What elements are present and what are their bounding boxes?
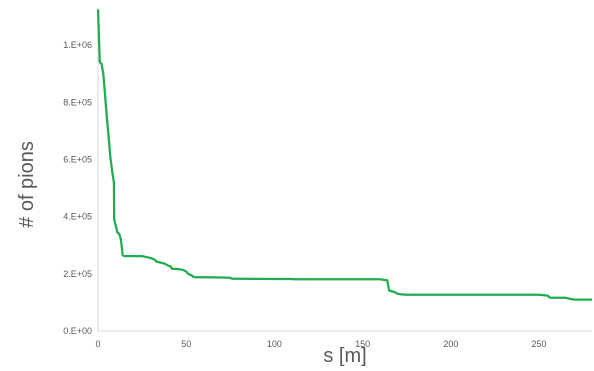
x-tick-label: 150 <box>355 339 370 349</box>
x-tick-label: 250 <box>532 339 547 349</box>
y-tick-label: 2.E+05 <box>63 269 92 279</box>
x-tick-label: 200 <box>443 339 458 349</box>
y-tick-label: 1.E+06 <box>63 40 92 50</box>
x-axis-title: s [m] <box>323 345 366 367</box>
y-tick-label: 6.E+05 <box>63 154 92 164</box>
y-axis-title: # of pions <box>16 141 38 228</box>
x-tick-label: 0 <box>95 339 100 349</box>
y-tick-label: 8.E+05 <box>63 97 92 107</box>
x-tick-label: 50 <box>181 339 191 349</box>
series-layer <box>96 9 592 301</box>
series-line <box>96 9 592 301</box>
x-axis-ticks: 0 50 100 150 200 250 <box>95 339 546 349</box>
y-axis-ticks: 0.E+00 2.E+05 4.E+05 6.E+05 8.E+05 1.E+06 <box>63 40 92 336</box>
y-tick-label: 0.E+00 <box>63 326 92 336</box>
y-tick-label: 4.E+05 <box>63 212 92 222</box>
x-tick-label: 100 <box>267 339 282 349</box>
